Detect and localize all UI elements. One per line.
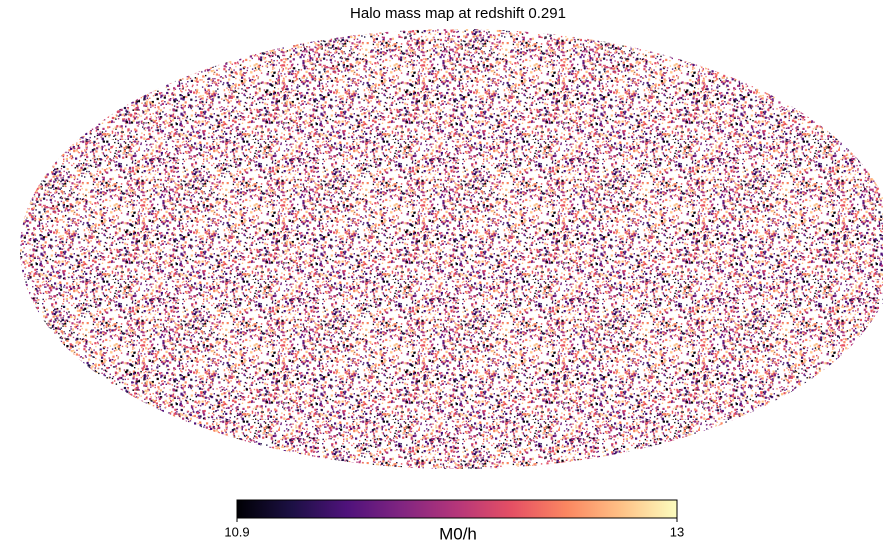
sky-map — [0, 20, 883, 480]
colorbar-tick-label: 10.9 — [224, 524, 249, 539]
colorbar-tick-label: 13 — [670, 524, 684, 539]
chart: Halo mass map at redshift 0.291 M0/h 10.… — [0, 0, 883, 542]
map-texture — [0, 20, 883, 480]
chart-title: Halo mass map at redshift 0.291 — [350, 5, 566, 22]
colorbar-label: M0/h — [439, 524, 477, 542]
colorbar — [237, 500, 677, 518]
